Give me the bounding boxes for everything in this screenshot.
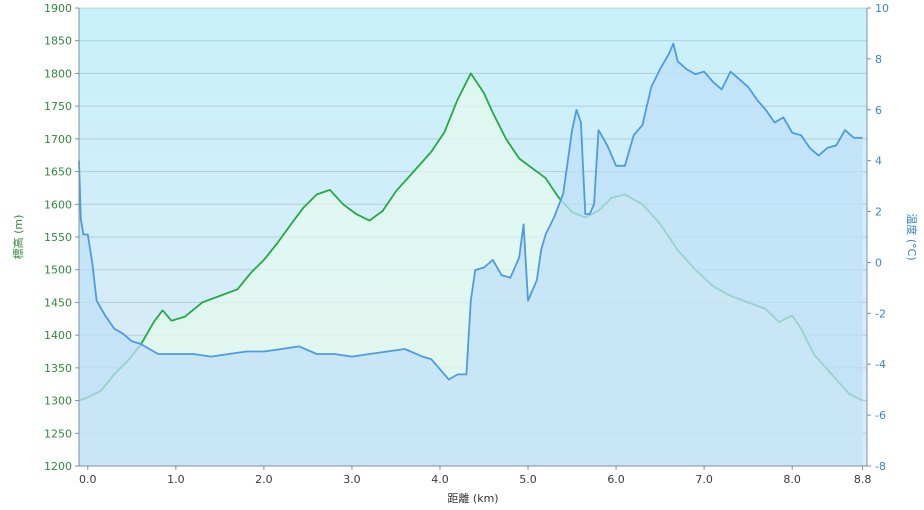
y-left-tick-label: 1500 (44, 264, 72, 277)
y-left-axis-label: 標高 (m) (11, 215, 25, 260)
y-right-tick-label: -4 (875, 358, 886, 371)
y-right-tick-label: -8 (875, 460, 886, 473)
x-tick-label: 5.0 (519, 473, 537, 486)
y-right-tick-label: 4 (875, 155, 882, 168)
y-left-tick-label: 1400 (44, 329, 72, 342)
y-left-tick-label: 1850 (44, 35, 72, 48)
y-right-tick-label: 0 (875, 256, 882, 269)
y-right-tick-label: 2 (875, 206, 882, 219)
x-tick-label: 4.0 (431, 473, 449, 486)
y-left-tick-label: 1750 (44, 100, 72, 113)
y-left-tick-label: 1300 (44, 395, 72, 408)
x-tick-label: 7.0 (695, 473, 713, 486)
x-tick-label: 1.0 (167, 473, 185, 486)
y-right-tick-label: 8 (875, 53, 882, 66)
temperature-series-area (79, 43, 863, 466)
y-left-tick-label: 1200 (44, 460, 72, 473)
y-left-tick-label: 1900 (44, 2, 72, 15)
y-right-tick-label: 10 (875, 2, 889, 15)
x-tick-label: 8.0 (783, 473, 801, 486)
x-tick-label: 8.8 (854, 473, 872, 486)
y-left-tick-label: 1450 (44, 296, 72, 309)
series-area (78, 42, 864, 467)
temperature-series-line (78, 42, 863, 381)
y-right-tick-label: -2 (875, 307, 886, 320)
y-left-tick-label: 1550 (44, 231, 72, 244)
y-left-tick-label: 1350 (44, 362, 72, 375)
y-right-tick-label: -6 (875, 409, 886, 422)
y-left-tick-label: 1800 (44, 67, 72, 80)
y-left-tick-label: 1650 (44, 166, 72, 179)
x-axis-label: 距離 (km) (447, 491, 498, 505)
x-tick-label: 2.0 (255, 473, 273, 486)
x-tick-label: 6.0 (607, 473, 625, 486)
y-right-tick-label: 6 (875, 104, 882, 117)
x-tick-label: 0.0 (79, 473, 97, 486)
y-right-axis-label: 温度 (°C) (905, 213, 919, 260)
axes: 1200 1250 1300 1350 1400 1450 1500 1550 1600 1650… (44, 2, 889, 486)
y-left-tick-label: 1600 (44, 198, 72, 211)
y-left-tick-label: 1250 (44, 427, 72, 440)
x-tick-label: 3.0 (343, 473, 361, 486)
y-left-tick-label: 1700 (44, 133, 72, 146)
